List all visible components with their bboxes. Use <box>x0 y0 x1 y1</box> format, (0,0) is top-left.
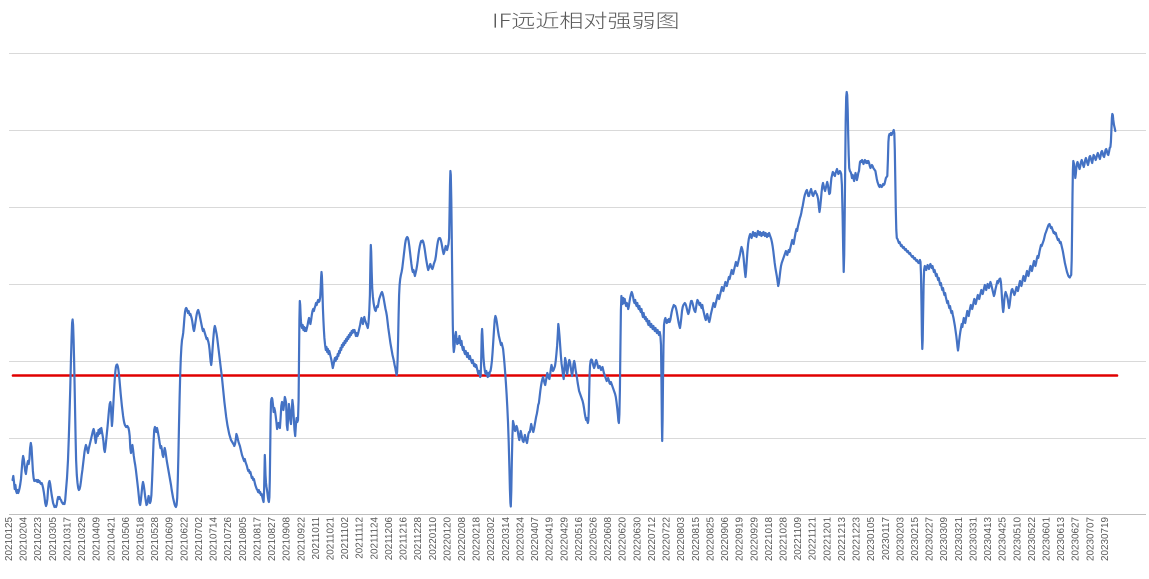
svg-text:20220516: 20220516 <box>574 516 585 560</box>
svg-text:20210622: 20210622 <box>179 517 190 561</box>
svg-text:20230309: 20230309 <box>939 516 950 560</box>
svg-text:20210204: 20210204 <box>19 516 30 560</box>
svg-text:20210409: 20210409 <box>92 516 103 560</box>
svg-text:20221109: 20221109 <box>793 516 804 560</box>
svg-text:20210223: 20210223 <box>33 516 44 560</box>
svg-text:20211112: 20211112 <box>355 517 366 559</box>
svg-text:20220120: 20220120 <box>442 516 453 560</box>
svg-text:20220630: 20220630 <box>632 516 643 560</box>
svg-text:20230117: 20230117 <box>881 517 892 560</box>
svg-text:20230522: 20230522 <box>1027 517 1038 561</box>
svg-text:20230601: 20230601 <box>1042 516 1053 560</box>
svg-text:20211021: 20211021 <box>326 516 337 560</box>
svg-text:20220815: 20220815 <box>691 516 702 560</box>
svg-text:20221121: 20221121 <box>808 516 819 560</box>
svg-text:20220407: 20220407 <box>530 517 541 561</box>
svg-text:20230321: 20230321 <box>954 516 965 560</box>
svg-text:20220302: 20220302 <box>486 517 497 561</box>
svg-text:20211102: 20211102 <box>340 517 351 559</box>
svg-text:20230203: 20230203 <box>895 516 906 560</box>
svg-text:20221018: 20221018 <box>764 516 775 560</box>
svg-text:20220906: 20220906 <box>720 516 731 560</box>
svg-text:20210528: 20210528 <box>150 516 161 560</box>
svg-text:20220825: 20220825 <box>705 516 716 560</box>
svg-text:20220929: 20220929 <box>749 516 760 560</box>
svg-text:20230413: 20230413 <box>983 516 994 560</box>
svg-text:20220712: 20220712 <box>647 517 658 561</box>
svg-text:20230331: 20230331 <box>969 516 980 560</box>
svg-text:20230510: 20230510 <box>1012 516 1023 560</box>
svg-text:20220324: 20220324 <box>516 516 527 560</box>
svg-text:20210317: 20210317 <box>63 517 74 561</box>
svg-text:20210908: 20210908 <box>282 516 293 560</box>
svg-text:20211216: 20211216 <box>399 516 410 560</box>
svg-text:20210506: 20210506 <box>121 516 132 560</box>
svg-text:20211011: 20211011 <box>311 516 322 559</box>
svg-text:20220314: 20220314 <box>501 516 512 560</box>
svg-text:20230707: 20230707 <box>1085 517 1096 561</box>
svg-text:20220526: 20220526 <box>589 516 600 560</box>
svg-text:20211206: 20211206 <box>384 516 395 560</box>
svg-text:20220429: 20220429 <box>559 516 570 560</box>
svg-text:20220208: 20220208 <box>457 516 468 560</box>
svg-text:20210726: 20210726 <box>223 516 234 560</box>
svg-text:20210702: 20210702 <box>194 517 205 561</box>
svg-text:20210609: 20210609 <box>165 516 176 560</box>
svg-text:20220803: 20220803 <box>676 516 687 560</box>
svg-text:20221223: 20221223 <box>852 516 863 560</box>
svg-text:20220620: 20220620 <box>618 516 629 560</box>
svg-text:20221213: 20221213 <box>837 516 848 560</box>
svg-text:20210421: 20210421 <box>106 516 117 560</box>
svg-text:20230425: 20230425 <box>998 516 1009 560</box>
svg-text:20210922: 20210922 <box>296 517 307 561</box>
svg-text:20220110: 20220110 <box>428 516 439 560</box>
svg-text:20210827: 20210827 <box>267 517 278 561</box>
svg-text:20221201: 20221201 <box>822 516 833 560</box>
svg-text:20210125: 20210125 <box>4 516 15 560</box>
svg-text:20211228: 20211228 <box>413 516 424 560</box>
svg-text:20220419: 20220419 <box>545 516 556 560</box>
svg-text:20210329: 20210329 <box>77 516 88 560</box>
svg-text:20210805: 20210805 <box>238 516 249 560</box>
svg-text:20210518: 20210518 <box>136 516 147 560</box>
svg-text:20230227: 20230227 <box>925 517 936 561</box>
svg-text:20210305: 20210305 <box>48 516 59 560</box>
svg-text:20230627: 20230627 <box>1071 517 1082 561</box>
svg-text:20210817: 20210817 <box>252 517 263 561</box>
svg-text:20220919: 20220919 <box>735 516 746 560</box>
svg-text:20220722: 20220722 <box>662 517 673 561</box>
svg-text:20230613: 20230613 <box>1056 516 1067 560</box>
svg-text:20210714: 20210714 <box>209 516 220 560</box>
svg-text:20230215: 20230215 <box>910 516 921 560</box>
svg-text:20230719: 20230719 <box>1100 516 1111 560</box>
svg-text:20230105: 20230105 <box>866 516 877 560</box>
svg-text:20221028: 20221028 <box>779 516 790 560</box>
svg-text:20220608: 20220608 <box>603 516 614 560</box>
svg-text:20211124: 20211124 <box>369 516 380 559</box>
svg-text:20220218: 20220218 <box>472 516 483 560</box>
